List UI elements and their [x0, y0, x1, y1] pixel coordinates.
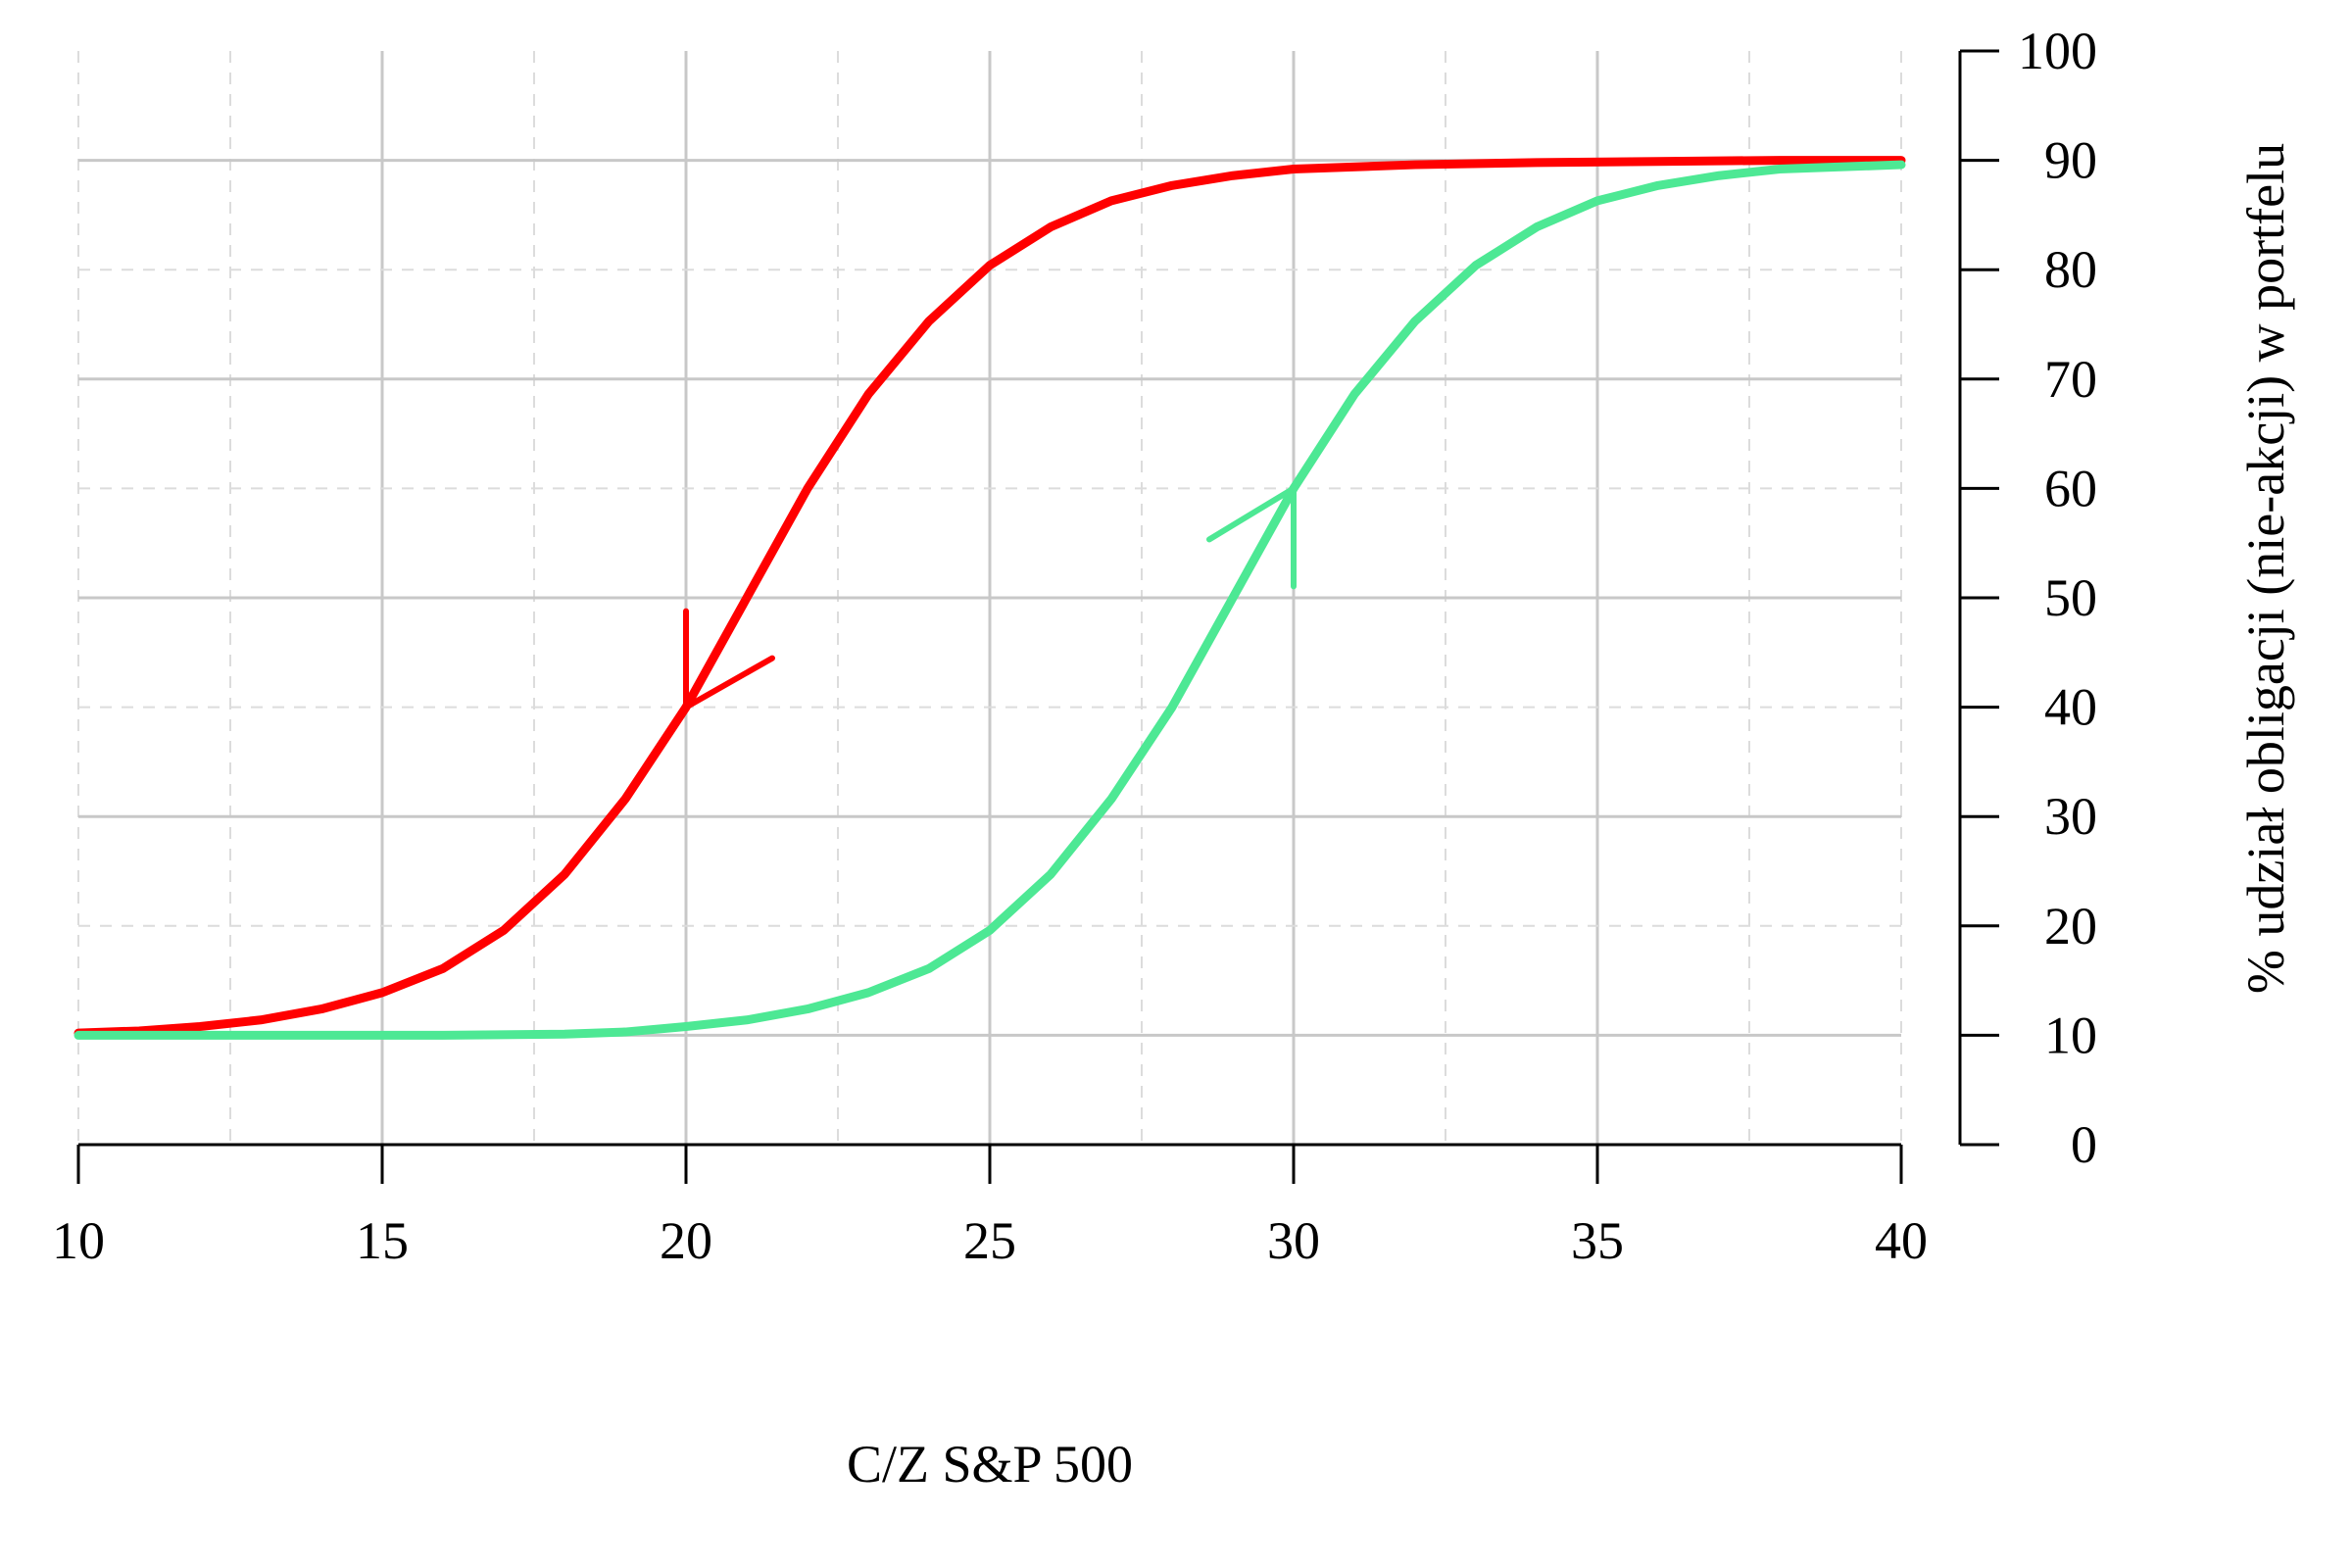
y-tick-label: 70 — [2044, 350, 2097, 409]
series-arrow-2 — [1206, 485, 1297, 590]
axes: 10 15 20 25 30 35 40 0 10 20 30 40 50 60 70 80 90 100 — [52, 22, 2097, 1270]
x-tick-label: 25 — [963, 1211, 1016, 1270]
arrow-stroke — [683, 655, 775, 710]
y-tick-label: 100 — [2018, 22, 2097, 80]
y-tick-label: 10 — [2044, 1005, 2097, 1064]
arrow-stroke — [1206, 485, 1297, 543]
x-tick-label: 20 — [660, 1211, 712, 1270]
x-tick-label: 15 — [356, 1211, 409, 1270]
x-tick-label: 40 — [1875, 1211, 1928, 1270]
series-line-1 — [74, 156, 1906, 1038]
x-tick-label: 10 — [52, 1211, 105, 1270]
x-tick-label: 35 — [1571, 1211, 1624, 1270]
y-tick-label: 50 — [2044, 568, 2097, 627]
series-arrow-1 — [683, 608, 775, 710]
y-tick-label: 90 — [2044, 131, 2097, 190]
series-line-2 — [74, 160, 1906, 1040]
series-layer — [74, 156, 1906, 1040]
grid — [77, 51, 1902, 1145]
x-axis-title: C/Z S&P 500 — [847, 1435, 1133, 1494]
y-tick-label: 20 — [2044, 897, 2097, 956]
y-tick-label: 0 — [2071, 1115, 2097, 1174]
y-tick-label: 40 — [2044, 678, 2097, 737]
y-tick-label: 30 — [2044, 787, 2097, 846]
y-tick-label: 80 — [2044, 240, 2097, 299]
y-tick-label: 60 — [2044, 459, 2097, 517]
y-axis-title: % udział obligacji (nie-akcji) w portfel… — [2236, 143, 2295, 994]
x-tick-label: 30 — [1267, 1211, 1320, 1270]
